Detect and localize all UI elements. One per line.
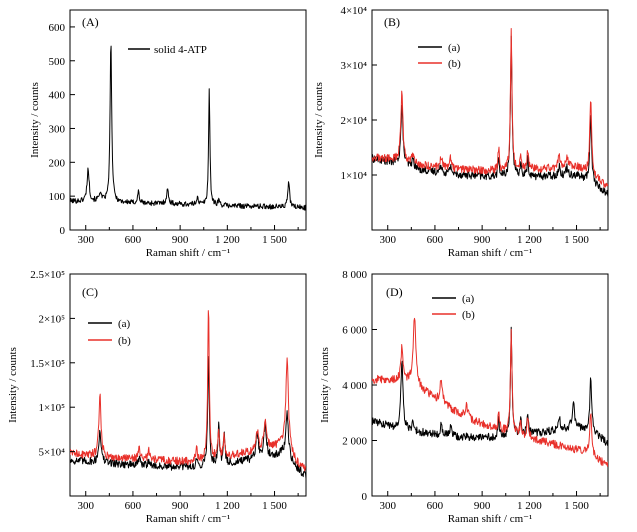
panel-b-y-tick-label-2: 3×10⁴ [340, 60, 367, 72]
panel-d-ylabel: Intensity / counts [319, 347, 331, 423]
panel-b-series-0-line [372, 35, 608, 197]
panel-d-x-tick-label-0: 300 [379, 500, 396, 512]
panel-d-x-tick-label-4: 1 500 [564, 500, 589, 512]
panel-b-y-tick-label-0: 1×10⁴ [340, 170, 367, 182]
panel-b-y-tick-label-3: 4×10⁴ [340, 5, 367, 17]
panel-c-y-tick-label-0: 5×10⁴ [38, 447, 65, 459]
panel-b-plot [372, 28, 608, 197]
panel-d-xlabel: Raman shift / cm⁻¹ [448, 513, 533, 525]
panel-d-y-tick-label-2: 4 000 [342, 380, 367, 392]
panel-a-title: (A) [82, 15, 99, 29]
panel-a-y-tick-label-1: 100 [49, 191, 66, 203]
panel-d-x-tick-label-1: 600 [427, 500, 444, 512]
panel-c-plot [70, 310, 306, 479]
panel-b: 300 600 900 1 200 1 500 1×10⁴ 2×10⁴ 3×10⁴ 4×10⁴… [313, 5, 609, 259]
panel-c-series-1-line [70, 310, 306, 472]
panel-b-x-tick-label-3: 1 200 [517, 234, 542, 246]
panel-a-x-tick-label-4: 1 500 [262, 234, 287, 246]
panel-a-series-0-line [70, 45, 306, 211]
panel-c-y-tick-label-2: 1.5×10⁵ [30, 358, 65, 370]
panel-c-x-tick-label-2: 900 [172, 500, 189, 512]
panel-a: 300 600 900 1 200 1 500 0100200300400500600 … [29, 9, 307, 259]
panel-d-x-ticks: 300 600 900 1 200 1 500 [379, 491, 601, 512]
panel-c-series-0-line [70, 356, 306, 479]
panel-c-legend-label-1: (b) [118, 335, 131, 347]
panel-a-y-tick-label-2: 200 [49, 157, 66, 169]
panel-c-frame [69, 273, 307, 497]
panel-a-y-tick-label-3: 300 [49, 123, 66, 135]
panel-a-xlabel: Raman shift / cm⁻¹ [146, 247, 231, 259]
panel-b-x-tick-label-4: 1 500 [564, 234, 589, 246]
panel-a-y-tick-label-4: 400 [49, 90, 66, 102]
panel-c-x-tick-label-4: 1 500 [262, 500, 287, 512]
panel-d-legend-label-0: (a) [462, 293, 475, 305]
panel-a-x-ticks: 300 600 900 1 200 1 500 [77, 225, 299, 246]
panel-a-ylabel: Intensity / counts [29, 82, 41, 158]
panel-d-x-tick-label-2: 900 [474, 500, 491, 512]
panel-d-title: (D) [386, 285, 403, 299]
panel-d-x-tick-label-3: 1 200 [517, 500, 542, 512]
panel-d-y-tick-label-1: 2 000 [342, 436, 367, 448]
panel-c-y-tick-label-3: 2×10⁵ [38, 313, 65, 325]
panel-c-legend-label-0: (a) [118, 318, 131, 330]
panel-b-legend-label-1: (b) [448, 58, 461, 70]
panel-b-x-tick-label-2: 900 [474, 234, 491, 246]
panel-b-xlabel: Raman shift / cm⁻¹ [448, 247, 533, 259]
panel-a-y-tick-label-5: 500 [49, 56, 66, 68]
panel-a-y-tick-label-6: 600 [49, 22, 66, 34]
panel-b-y-ticks: 1×10⁴ 2×10⁴ 3×10⁴ 4×10⁴ [340, 5, 377, 182]
panel-c-title: (C) [82, 285, 98, 299]
panel-b-ylabel: Intensity / counts [313, 82, 325, 158]
panel-d-y-tick-label-4: 8 000 [342, 269, 367, 281]
panel-a-plot [70, 45, 306, 211]
panel-b-x-tick-label-0: 300 [379, 234, 396, 246]
panel-a-x-tick-label-0: 300 [77, 234, 94, 246]
panel-c-x-tick-label-3: 1 200 [215, 500, 240, 512]
panel-d-y-tick-label-0: 0 [362, 491, 368, 503]
panel-d-series-0-line [372, 326, 608, 446]
panel-a-frame [69, 9, 307, 231]
panel-d: 300 600 900 1 200 1 500 0 2 000 4 000 6 000 8 00… [319, 269, 609, 525]
panel-a-y-tick-label-0: 0 [60, 225, 66, 237]
panel-d-y-ticks: 0 2 000 4 000 6 000 8 000 [342, 269, 377, 503]
panel-a-x-tick-label-1: 600 [125, 234, 142, 246]
panel-d-y-tick-label-3: 6 000 [342, 325, 367, 337]
panel-d-legend-label-1: (b) [462, 309, 475, 321]
panel-b-title: (B) [384, 15, 400, 29]
panel-c-ylabel: Intensity / counts [7, 347, 19, 423]
panel-c-x-tick-label-0: 300 [77, 500, 94, 512]
panel-b-legend-label-0: (a) [448, 42, 461, 54]
panel-c-x-tick-label-1: 600 [125, 500, 142, 512]
panel-c: 300 600 900 1 200 1 500 5×10⁴ 1×10⁵ 1.5×10⁵ 2×1… [7, 269, 307, 525]
panel-a-x-tick-label-2: 900 [172, 234, 189, 246]
panel-d-frame [371, 273, 609, 497]
panel-c-y-ticks: 5×10⁴ 1×10⁵ 1.5×10⁵ 2×10⁵ 2.5×10⁵ [30, 269, 75, 459]
panel-c-x-ticks: 300 600 900 1 200 1 500 [77, 491, 299, 512]
panel-c-xlabel: Raman shift / cm⁻¹ [146, 513, 231, 525]
panel-d-series-1-line [372, 317, 608, 467]
panel-b-y-tick-label-1: 2×10⁴ [340, 115, 367, 127]
panel-b-x-tick-label-1: 600 [427, 234, 444, 246]
panel-a-y-ticks: 0 100 200 300 400 500 600 [49, 22, 75, 237]
panel-c-y-tick-label-1: 1×10⁵ [38, 402, 65, 414]
panel-a-x-tick-label-3: 1 200 [215, 234, 240, 246]
panel-b-x-ticks: 300 600 900 1 200 1 500 [379, 225, 601, 246]
panel-d-plot [372, 317, 608, 467]
panel-b-frame [371, 9, 609, 231]
panel-a-legend-label-0: solid 4-ATP [154, 44, 207, 56]
panel-b-series-1-line [372, 28, 608, 188]
panel-c-y-tick-label-4: 2.5×10⁵ [30, 269, 65, 281]
